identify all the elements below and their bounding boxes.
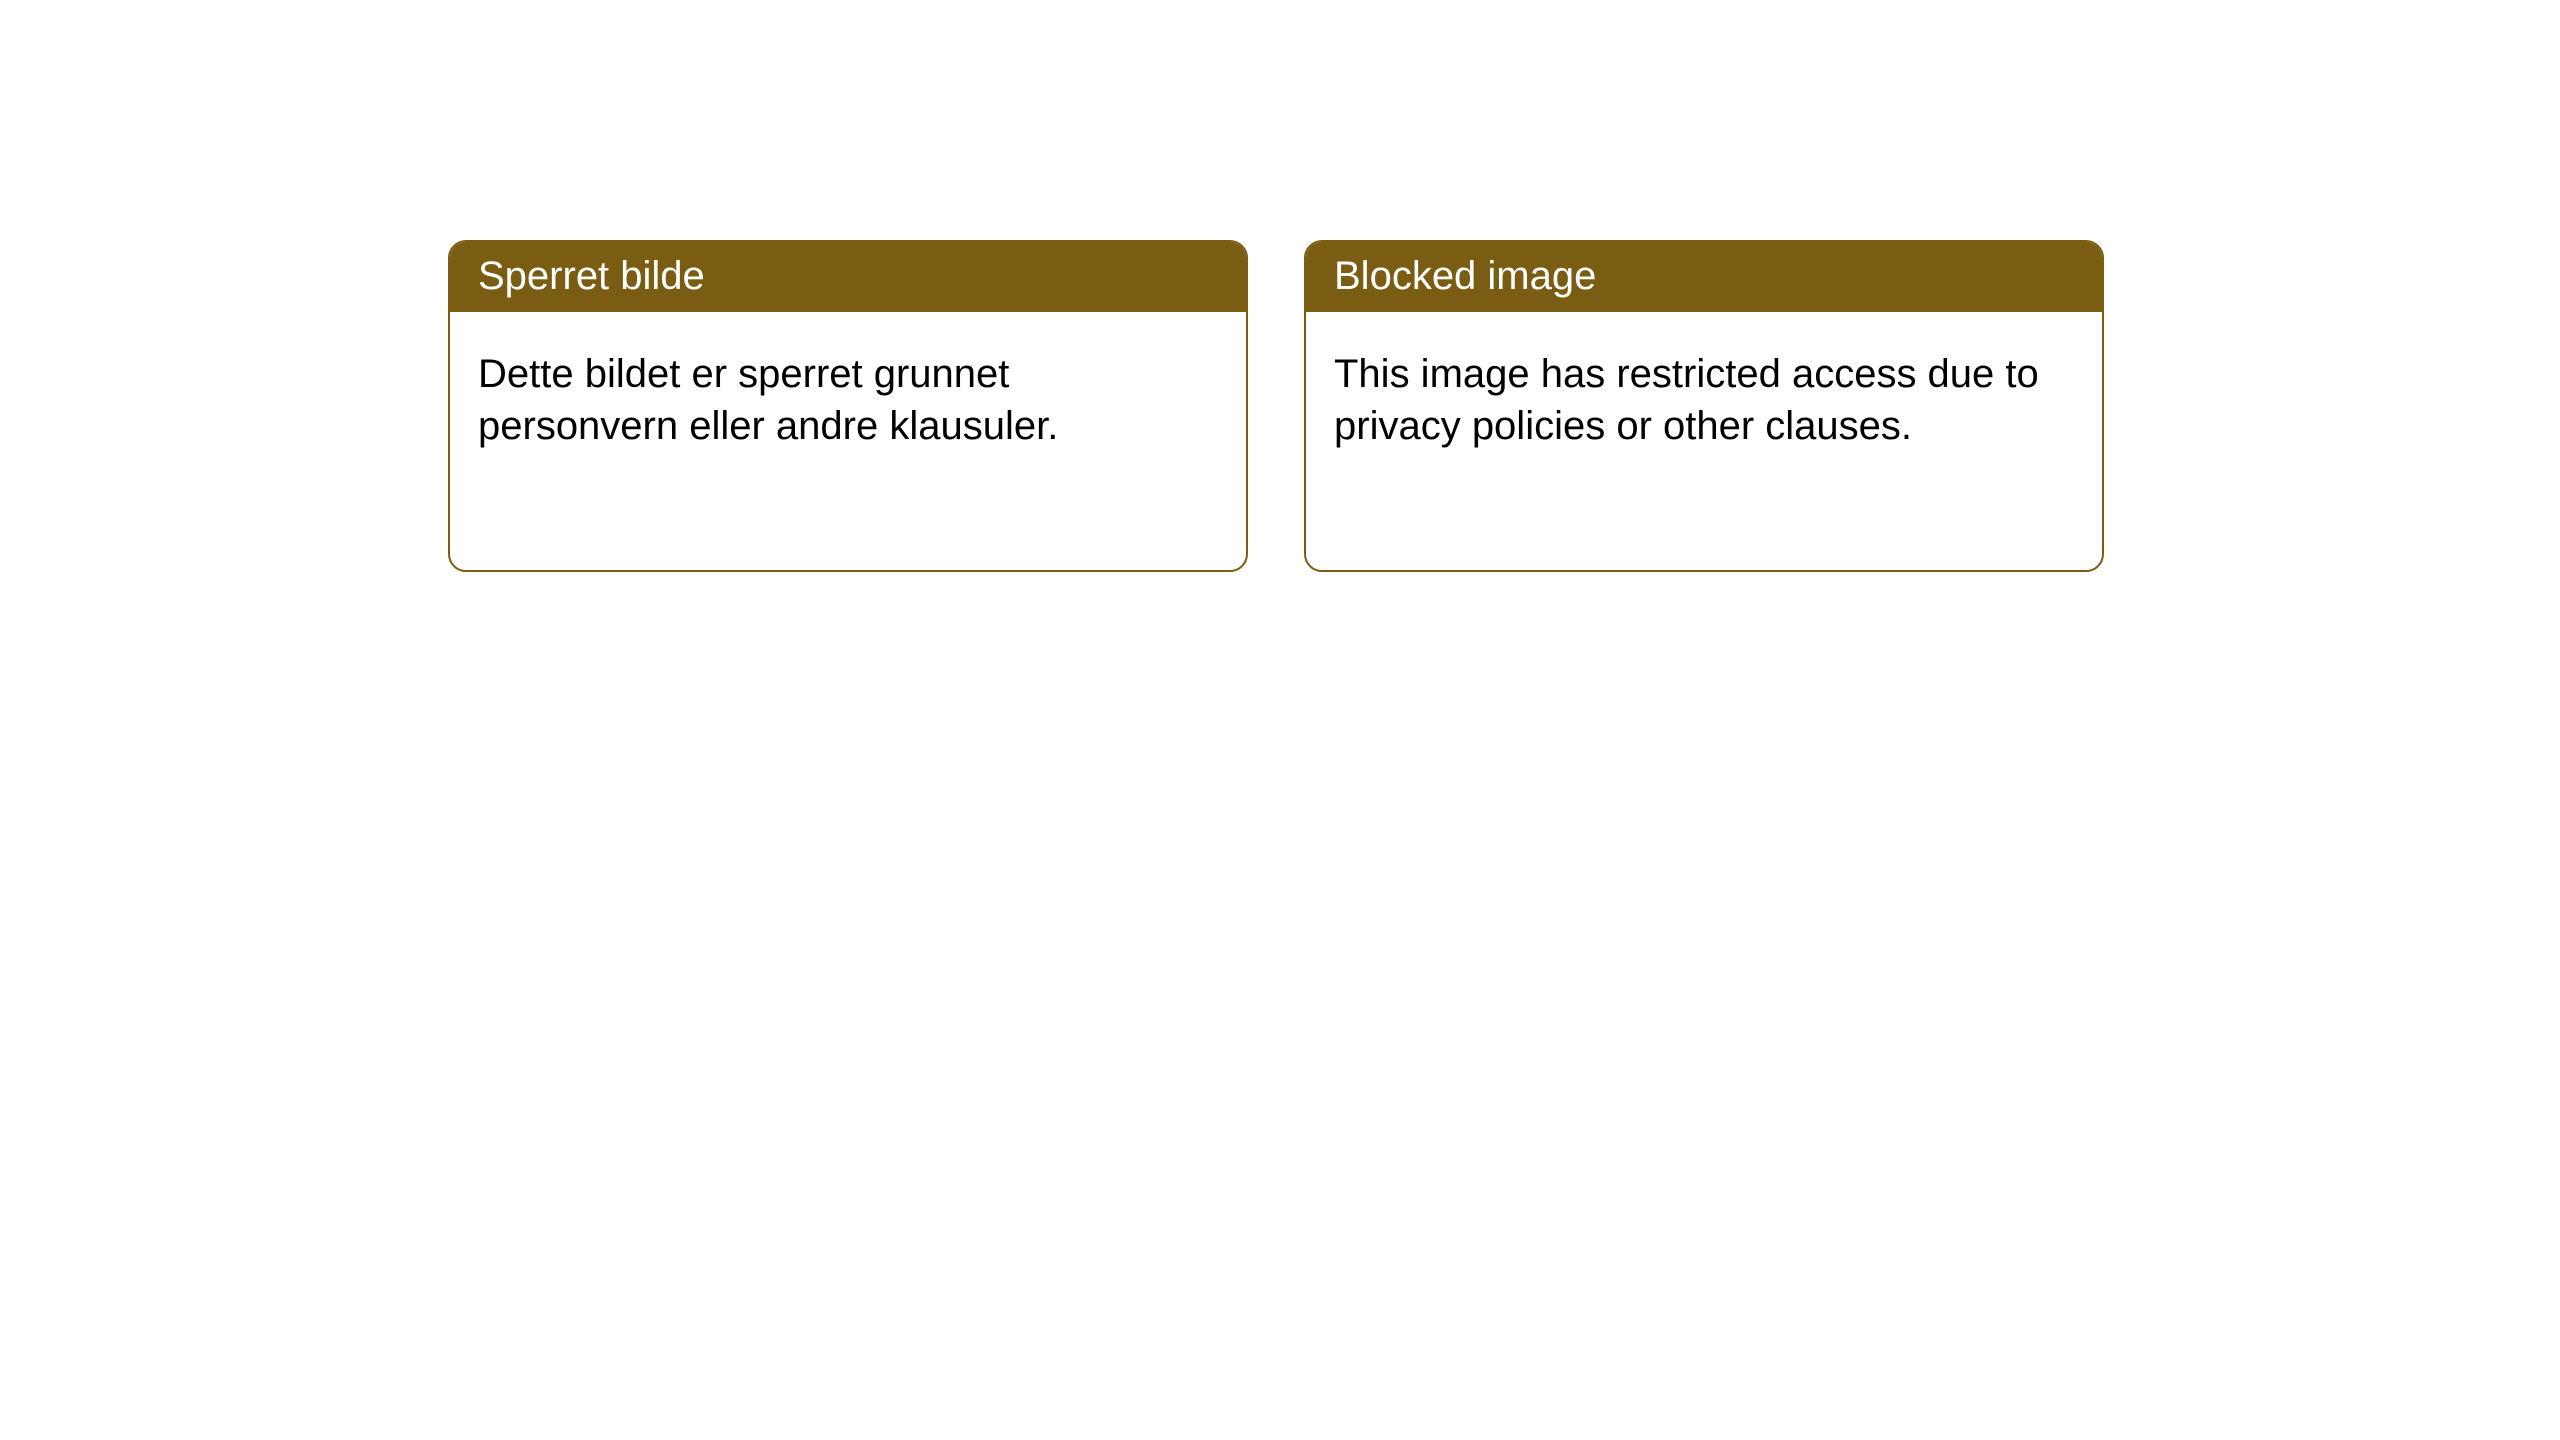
notice-body: Dette bildet er sperret grunnet personve… (450, 312, 1246, 488)
notice-body: This image has restricted access due to … (1306, 312, 2102, 488)
notice-card-norwegian: Sperret bilde Dette bildet er sperret gr… (448, 240, 1248, 572)
notice-title: Sperret bilde (478, 254, 705, 298)
notice-card-english: Blocked image This image has restricted … (1304, 240, 2104, 572)
notice-header: Blocked image (1306, 242, 2102, 312)
notice-container: Sperret bilde Dette bildet er sperret gr… (0, 0, 2560, 572)
notice-body-text: Dette bildet er sperret grunnet personve… (478, 352, 1058, 448)
notice-body-text: This image has restricted access due to … (1334, 352, 2039, 448)
notice-title: Blocked image (1334, 254, 1596, 298)
notice-header: Sperret bilde (450, 242, 1246, 312)
